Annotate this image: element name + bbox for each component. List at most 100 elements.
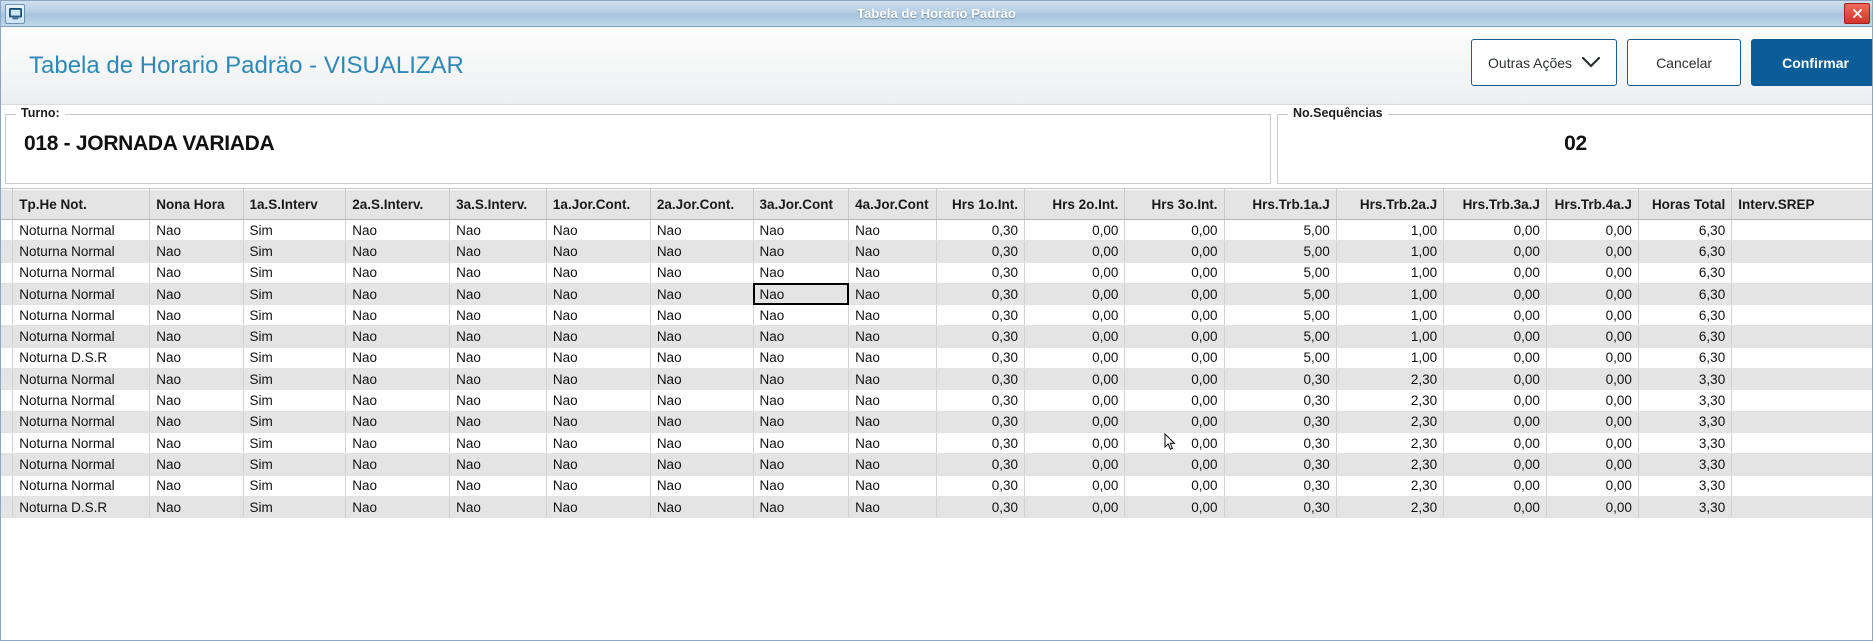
cell-hrs_trb_4a[interactable]: 0,00 bbox=[1546, 219, 1639, 242]
cell-nona_hora[interactable]: Nao bbox=[149, 389, 244, 412]
cell-hrs_trb_1a[interactable]: 5,00 bbox=[1224, 347, 1337, 370]
cell-tp_he_not[interactable]: Noturna Normal bbox=[12, 453, 151, 476]
cell-hrs_2o_int[interactable]: 0,00 bbox=[1024, 347, 1126, 370]
other-actions-button[interactable]: Outras Ações bbox=[1471, 39, 1618, 86]
cell-hrs_trb_2a[interactable]: 1,00 bbox=[1336, 325, 1445, 348]
cell-horas_total[interactable]: 6,30 bbox=[1638, 325, 1733, 348]
cell-jor_cont_4[interactable]: Nao bbox=[848, 475, 937, 497]
column-header-horas_total[interactable]: Horas Total bbox=[1638, 189, 1733, 220]
cell-jor_cont_2[interactable]: Nao bbox=[650, 368, 754, 391]
cell-hrs_2o_int[interactable]: 0,00 bbox=[1024, 389, 1126, 412]
cell-interv_srep[interactable] bbox=[1731, 368, 1872, 391]
cell-hrs_3o_int[interactable]: 0,00 bbox=[1124, 262, 1225, 284]
cell-hrs_trb_1a[interactable]: 5,00 bbox=[1224, 262, 1337, 284]
cell-jor_cont_4[interactable]: Nao bbox=[848, 304, 937, 327]
cell-hrs_trb_2a[interactable]: 2,30 bbox=[1336, 453, 1445, 476]
cell-hrs_trb_2a[interactable]: 1,00 bbox=[1336, 240, 1445, 263]
column-header-tp_he_not[interactable]: Tp.He Not. bbox=[12, 189, 151, 220]
column-header-s_interv_1[interactable]: 1a.S.Interv bbox=[243, 189, 347, 220]
cell-hrs_1o_int[interactable]: 0,30 bbox=[936, 219, 1026, 242]
cell-horas_total[interactable]: 3,30 bbox=[1638, 411, 1733, 433]
cell-s_interv_2[interactable]: Nao bbox=[345, 475, 451, 497]
cell-hrs_trb_1a[interactable]: 0,30 bbox=[1224, 411, 1337, 433]
cell-hrs_trb_3a[interactable]: 0,00 bbox=[1443, 453, 1547, 476]
cell-s_interv_3[interactable]: Nao bbox=[449, 453, 547, 476]
cell-interv_srep[interactable] bbox=[1731, 496, 1872, 519]
cell-hrs_2o_int[interactable]: 0,00 bbox=[1024, 219, 1126, 242]
cell-hrs_3o_int[interactable]: 0,00 bbox=[1124, 368, 1225, 391]
table-row[interactable]: Noturna Normal Nao Sim Nao Nao Nao Nao Nao Nao 0,… bbox=[1, 262, 1872, 284]
cell-hrs_trb_1a[interactable]: 5,00 bbox=[1224, 325, 1337, 348]
cell-hrs_2o_int[interactable]: 0,00 bbox=[1024, 262, 1126, 284]
cell-nona_hora[interactable]: Nao bbox=[149, 432, 244, 455]
cell-jor_cont_3[interactable]: Nao bbox=[753, 389, 850, 412]
table-row[interactable]: Noturna Normal Nao Sim Nao Nao Nao Nao Nao Nao 0,… bbox=[1, 219, 1872, 242]
cell-hrs_trb_2a[interactable]: 2,30 bbox=[1336, 389, 1445, 412]
cell-jor_cont_1[interactable]: Nao bbox=[546, 389, 651, 412]
table-row[interactable]: Noturna Normal Nao Sim Nao Nao Nao Nao Nao Nao 0,… bbox=[1, 283, 1872, 306]
cell-hrs_3o_int[interactable]: 0,00 bbox=[1124, 347, 1225, 370]
table-row[interactable]: Noturna Normal Nao Sim Nao Nao Nao Nao Nao Nao 0,… bbox=[1, 389, 1872, 412]
cell-jor_cont_3[interactable]: Nao bbox=[753, 325, 850, 348]
cell-jor_cont_2[interactable]: Nao bbox=[650, 283, 754, 306]
cell-horas_total[interactable]: 3,30 bbox=[1638, 496, 1733, 519]
cell-jor_cont_1[interactable]: Nao bbox=[546, 368, 651, 391]
cell-jor_cont_2[interactable]: Nao bbox=[650, 432, 754, 455]
cell-hrs_trb_3a[interactable]: 0,00 bbox=[1443, 389, 1547, 412]
cell-s_interv_1[interactable]: Sim bbox=[243, 283, 347, 306]
cell-horas_total[interactable]: 3,30 bbox=[1638, 453, 1733, 476]
cell-nona_hora[interactable]: Nao bbox=[149, 496, 244, 519]
cell-hrs_trb_1a[interactable]: 5,00 bbox=[1224, 219, 1337, 242]
cell-s_interv_3[interactable]: Nao bbox=[449, 262, 547, 284]
cell-s_interv_2[interactable]: Nao bbox=[345, 325, 451, 348]
cell-jor_cont_1[interactable]: Nao bbox=[546, 411, 651, 433]
cell-jor_cont_2[interactable]: Nao bbox=[650, 347, 754, 370]
table-row[interactable]: Noturna D.S.R Nao Sim Nao Nao Nao Nao Nao Nao 0,3… bbox=[1, 496, 1872, 519]
cell-hrs_trb_4a[interactable]: 0,00 bbox=[1546, 240, 1639, 263]
cell-jor_cont_2[interactable]: Nao bbox=[650, 475, 754, 497]
cell-hrs_trb_4a[interactable]: 0,00 bbox=[1546, 453, 1639, 476]
cell-hrs_trb_3a[interactable]: 0,00 bbox=[1443, 475, 1547, 497]
cell-hrs_trb_1a[interactable]: 0,30 bbox=[1224, 453, 1337, 476]
cell-nona_hora[interactable]: Nao bbox=[149, 283, 244, 306]
cell-s_interv_2[interactable]: Nao bbox=[345, 304, 451, 327]
cell-horas_total[interactable]: 3,30 bbox=[1638, 475, 1733, 497]
cell-s_interv_3[interactable]: Nao bbox=[449, 475, 547, 497]
table-row[interactable]: Noturna Normal Nao Sim Nao Nao Nao Nao Nao Nao 0,… bbox=[1, 453, 1872, 476]
table-row[interactable]: Noturna Normal Nao Sim Nao Nao Nao Nao Nao Nao 0,… bbox=[1, 240, 1872, 263]
cell-interv_srep[interactable] bbox=[1731, 347, 1872, 370]
cell-hrs_1o_int[interactable]: 0,30 bbox=[936, 325, 1026, 348]
cell-hrs_trb_2a[interactable]: 2,30 bbox=[1336, 475, 1445, 497]
column-header-s_interv_2[interactable]: 2a.S.Interv. bbox=[345, 189, 451, 220]
cell-hrs_trb_4a[interactable]: 0,00 bbox=[1546, 496, 1639, 519]
cell-jor_cont_3[interactable]: Nao bbox=[753, 304, 850, 327]
cell-hrs_trb_3a[interactable]: 0,00 bbox=[1443, 411, 1547, 433]
cell-hrs_trb_3a[interactable]: 0,00 bbox=[1443, 219, 1547, 242]
cell-horas_total[interactable]: 3,30 bbox=[1638, 432, 1733, 455]
column-header-hrs_trb_4a[interactable]: Hrs.Trb.4a.J bbox=[1546, 189, 1639, 220]
cell-jor_cont_2[interactable]: Nao bbox=[650, 411, 754, 433]
cell-hrs_trb_1a[interactable]: 0,30 bbox=[1224, 432, 1337, 455]
cell-nona_hora[interactable]: Nao bbox=[149, 240, 244, 263]
cell-hrs_1o_int[interactable]: 0,30 bbox=[936, 475, 1026, 497]
cell-jor_cont_4[interactable]: Nao bbox=[848, 262, 937, 284]
cell-hrs_trb_4a[interactable]: 0,00 bbox=[1546, 283, 1639, 306]
cell-interv_srep[interactable] bbox=[1731, 262, 1872, 284]
table-row[interactable]: Noturna Normal Nao Sim Nao Nao Nao Nao Nao Nao 0,… bbox=[1, 411, 1872, 433]
cell-horas_total[interactable]: 6,30 bbox=[1638, 219, 1733, 242]
cell-hrs_3o_int[interactable]: 0,00 bbox=[1124, 389, 1225, 412]
cell-nona_hora[interactable]: Nao bbox=[149, 475, 244, 497]
cell-nona_hora[interactable]: Nao bbox=[149, 347, 244, 370]
cell-hrs_trb_3a[interactable]: 0,00 bbox=[1443, 325, 1547, 348]
cell-s_interv_2[interactable]: Nao bbox=[345, 347, 451, 370]
cell-hrs_2o_int[interactable]: 0,00 bbox=[1024, 411, 1126, 433]
cell-jor_cont_1[interactable]: Nao bbox=[546, 325, 651, 348]
table-row[interactable]: Noturna D.S.R Nao Sim Nao Nao Nao Nao Nao Nao 0,3… bbox=[1, 347, 1872, 370]
cell-s_interv_3[interactable]: Nao bbox=[449, 411, 547, 433]
cell-jor_cont_4[interactable]: Nao bbox=[848, 325, 937, 348]
cell-interv_srep[interactable] bbox=[1731, 411, 1872, 433]
cell-tp_he_not[interactable]: Noturna Normal bbox=[12, 219, 151, 242]
cell-jor_cont_4[interactable]: Nao bbox=[848, 389, 937, 412]
cell-tp_he_not[interactable]: Noturna Normal bbox=[12, 389, 151, 412]
cell-jor_cont_1[interactable]: Nao bbox=[546, 453, 651, 476]
